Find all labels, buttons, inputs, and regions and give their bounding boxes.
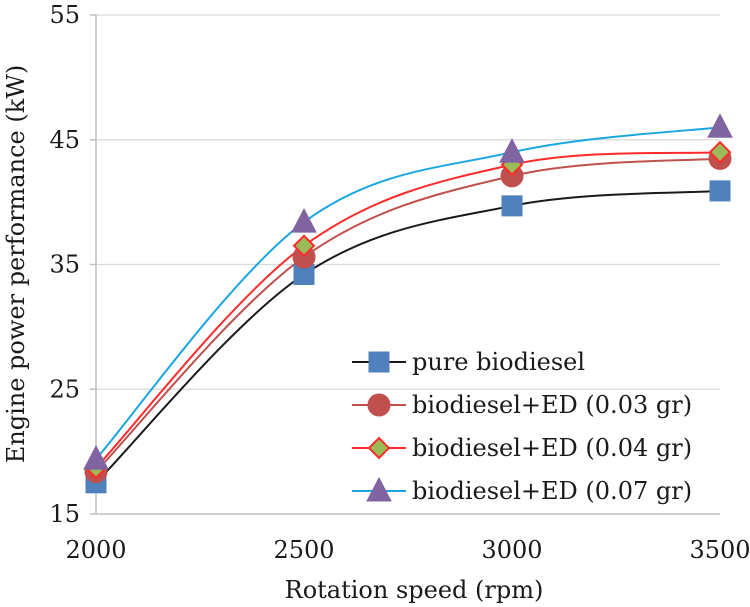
data-point-s3-4 — [708, 140, 732, 164]
y-tick-labels: 15 25 35 45 55 — [49, 1, 80, 528]
series-line-2 — [95, 157, 721, 473]
series-line-4 — [95, 126, 721, 460]
series-line-3 — [95, 151, 721, 469]
legend-marker — [367, 436, 391, 460]
data-point-s4-4 — [707, 113, 733, 138]
x-tick-label: 3000 — [481, 536, 542, 564]
x-tick-label: 3500 — [689, 536, 750, 564]
y-axis-title: Engine power performance (kW) — [2, 65, 30, 464]
data-point-s4-2 — [291, 208, 317, 233]
x-tick-label: 2000 — [65, 536, 126, 564]
series-markers — [83, 113, 733, 494]
legend: pure biodiesel biodiesel+ED (0.03 gr) biod… — [352, 348, 692, 505]
x-tick-labels: 2000 2500 3000 3500 — [65, 536, 750, 564]
legend-label: biodiesel+ED (0.03 gr) — [412, 391, 692, 419]
legend-label: biodiesel+ED (0.07 gr) — [412, 477, 692, 505]
data-point-s3-2 — [292, 234, 316, 258]
y-tick-label: 55 — [49, 1, 80, 29]
gridlines — [96, 14, 720, 390]
legend-marker — [366, 476, 392, 502]
axes — [90, 14, 720, 515]
x-tick-label: 2500 — [273, 536, 334, 564]
legend-marker — [368, 351, 390, 373]
series-lines — [95, 126, 721, 484]
y-tick-label: 35 — [49, 251, 80, 279]
data-point-s1-4 — [709, 180, 731, 202]
legend-label: biodiesel+ED (0.04 gr) — [412, 434, 692, 462]
data-point-s4-1 — [83, 445, 109, 470]
x-axis-title: Rotation speed (rpm) — [285, 576, 544, 604]
legend-marker — [367, 393, 391, 417]
data-point-s4-3 — [499, 138, 525, 163]
series-line-1 — [95, 189, 721, 484]
y-tick-label: 45 — [49, 126, 80, 154]
y-tick-label: 15 — [49, 500, 80, 528]
legend-label: pure biodiesel — [412, 348, 585, 376]
data-point-s1-3 — [501, 195, 523, 217]
y-tick-label: 25 — [49, 375, 80, 403]
